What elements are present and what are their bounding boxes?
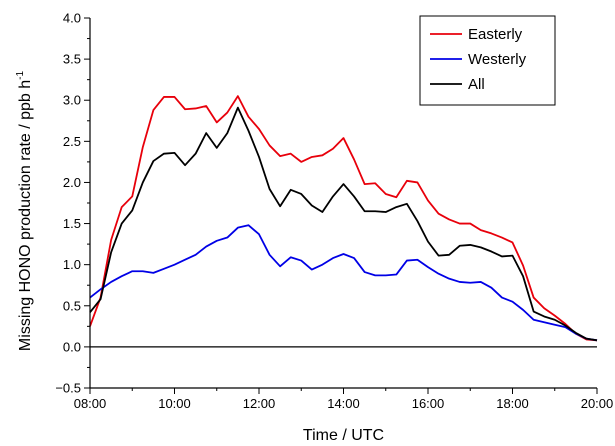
y-tick-label: 4.0 xyxy=(63,11,81,26)
x-tick-label: 14:00 xyxy=(327,396,360,411)
y-tick-label: 2.0 xyxy=(63,175,81,190)
y-tick-label: −0.5 xyxy=(55,381,81,396)
y-tick-label: 0.5 xyxy=(63,298,81,313)
y-tick-label: 1.0 xyxy=(63,257,81,272)
y-tick-label: 3.0 xyxy=(63,93,81,108)
y-tick-label: 0.0 xyxy=(63,339,81,354)
x-tick-label: 20:00 xyxy=(581,396,614,411)
legend-box xyxy=(419,15,556,106)
y-tick-label: 1.5 xyxy=(63,216,81,231)
x-tick-label: 08:00 xyxy=(74,396,107,411)
legend-label-easterly: Easterly xyxy=(468,26,523,43)
y-axis-title-main: Missing HONO production rate / ppb h xyxy=(17,80,34,351)
legend-label-westerly: Westerly xyxy=(468,51,527,68)
x-axis-title: Time / UTC xyxy=(303,427,384,444)
y-tick-label: 2.5 xyxy=(63,134,81,149)
x-tick-label: 10:00 xyxy=(158,396,191,411)
y-axis-title-superscript: -1 xyxy=(15,71,26,80)
series-line-all xyxy=(89,106,598,342)
legend: Easterly Westerly All xyxy=(419,15,556,106)
series-line-westerly xyxy=(89,224,598,342)
x-tick-label: 12:00 xyxy=(243,396,276,411)
series-line-easterly xyxy=(89,95,598,342)
y-axis-title: Missing HONO production rate / ppb h-1 xyxy=(15,71,34,352)
x-tick-label: 16:00 xyxy=(412,396,445,411)
x-tick-label: 18:00 xyxy=(496,396,529,411)
legend-label-all: All xyxy=(468,76,485,93)
y-tick-label: 3.5 xyxy=(63,52,81,67)
